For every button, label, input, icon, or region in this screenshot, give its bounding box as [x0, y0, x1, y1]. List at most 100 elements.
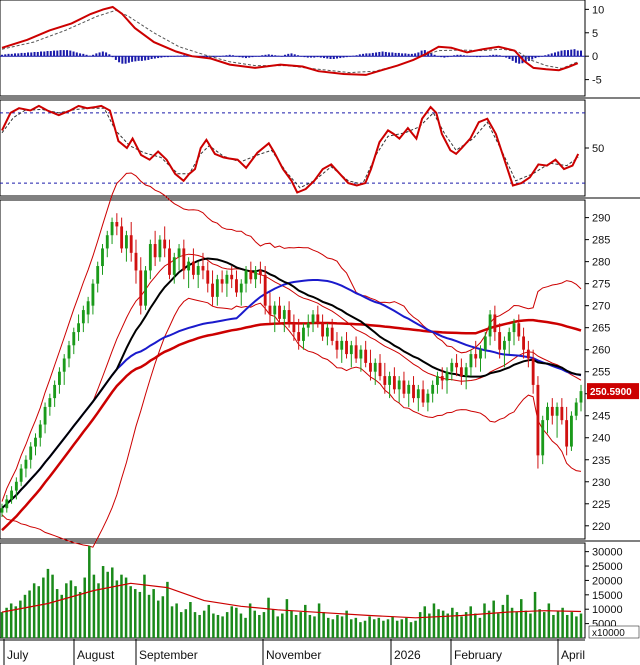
- candle-body: [191, 261, 195, 275]
- x-tick-label: September: [139, 648, 198, 662]
- macd-histogram-bar: [280, 56, 283, 57]
- candle-body: [364, 349, 368, 363]
- candle-body: [34, 437, 37, 447]
- macd-histogram-bar: [150, 56, 153, 60]
- candle-body: [321, 323, 325, 337]
- volume-bar: [386, 619, 390, 638]
- volume-bar: [405, 617, 408, 638]
- macd-histogram-bar: [4, 54, 7, 57]
- volume-bar: [437, 609, 440, 638]
- macd-histogram-bar: [495, 54, 498, 57]
- macd-histogram-bar: [514, 56, 517, 63]
- volume-bar: [340, 616, 344, 638]
- macd-histogram-bar: [14, 53, 17, 57]
- y-tick-label: 280: [592, 257, 610, 269]
- candle-body: [177, 248, 181, 258]
- macd-histogram-bar: [508, 56, 511, 60]
- price-candle: [426, 389, 430, 412]
- volume-bar: [368, 616, 371, 638]
- volume-bar: [51, 574, 54, 638]
- volume-bar: [156, 600, 160, 638]
- y-tick-label: -5: [592, 75, 602, 87]
- macd-histogram-bar: [238, 56, 241, 58]
- macd-histogram-bar: [345, 56, 348, 58]
- price-candle: [503, 336, 506, 368]
- macd-histogram-bar: [248, 56, 251, 58]
- volume-bar: [524, 610, 528, 638]
- price-candle: [38, 420, 42, 447]
- macd-histogram-bar: [462, 55, 465, 57]
- candle-body: [407, 384, 411, 394]
- macd-histogram-bar: [290, 53, 293, 57]
- volume-panel: [0, 545, 583, 638]
- volume-bar: [575, 616, 578, 638]
- macd-histogram-bar: [349, 56, 352, 57]
- candle-body: [421, 389, 425, 403]
- candle-body: [546, 406, 549, 421]
- candle-body: [273, 305, 277, 315]
- macd-histogram-bar: [241, 56, 244, 58]
- price-candle: [187, 257, 191, 289]
- price-candle: [397, 376, 401, 403]
- volume-bar: [455, 612, 459, 638]
- candle-body: [570, 415, 573, 447]
- candle-body: [369, 362, 372, 372]
- price-candle: [555, 402, 559, 438]
- price-candle: [182, 239, 186, 280]
- price-candle: [72, 327, 76, 355]
- last-price-badge: [587, 383, 639, 400]
- macd-histogram-bar: [33, 51, 36, 57]
- macd-histogram-bar: [537, 56, 540, 58]
- candle-body: [86, 301, 90, 315]
- volume-bar: [538, 609, 541, 638]
- price-candle: [364, 340, 368, 368]
- price-candle: [19, 464, 23, 487]
- price-candle: [522, 327, 526, 359]
- macd-histogram-bar: [378, 51, 381, 57]
- volume-bar: [281, 613, 284, 638]
- macd-histogram-bar: [10, 53, 13, 57]
- candle-body: [57, 371, 61, 385]
- macd-histogram-bar: [423, 50, 426, 57]
- macd-histogram-bar: [235, 56, 238, 57]
- macd-histogram-bar: [264, 54, 267, 57]
- price-candle: [450, 358, 454, 381]
- volume-bar: [464, 612, 468, 638]
- macd-histogram-bar: [417, 52, 420, 57]
- candle-body: [316, 314, 320, 324]
- candle-body: [440, 376, 444, 381]
- candle-body: [345, 340, 348, 355]
- price-candle: [115, 213, 119, 236]
- price-candle: [421, 380, 425, 407]
- candle-body: [19, 468, 23, 482]
- volume-bar: [267, 597, 270, 638]
- macd-histogram-bar: [410, 53, 413, 57]
- price-panel: [0, 172, 583, 548]
- candle-body: [436, 376, 439, 385]
- y-tick-label: 10: [592, 4, 604, 16]
- macd-histogram-bar: [163, 56, 166, 58]
- macd-histogram-bar: [501, 56, 504, 57]
- price-candle: [436, 371, 439, 394]
- macd-histogram-bar: [66, 50, 69, 57]
- volume-bar: [304, 604, 307, 638]
- volume-bar: [460, 616, 463, 638]
- candle-body: [53, 384, 57, 399]
- macd-histogram-bar: [443, 56, 446, 58]
- price-candle: [5, 494, 9, 513]
- price-candle: [541, 415, 545, 465]
- candle-body: [110, 222, 114, 236]
- volume-bar: [308, 614, 312, 638]
- volume-bar: [212, 613, 215, 638]
- macd-histogram-bar: [131, 56, 134, 62]
- price-candle: [330, 318, 334, 346]
- volume-bar: [409, 622, 413, 638]
- candle-body: [416, 389, 420, 399]
- volume-bar: [506, 594, 509, 638]
- macd-histogram-bar: [469, 56, 472, 57]
- macd-histogram-bar: [394, 52, 397, 57]
- volume-bar: [395, 620, 399, 638]
- volume-bar: [363, 620, 367, 638]
- price-candle: [316, 305, 320, 328]
- candle-body: [182, 248, 186, 271]
